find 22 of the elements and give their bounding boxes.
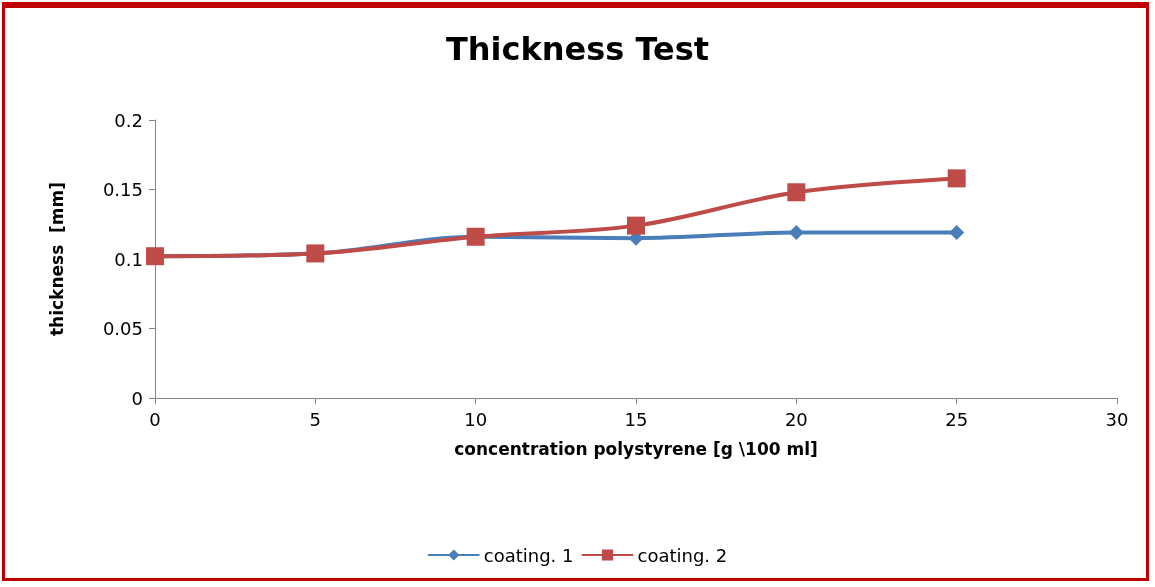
x-axis-title: concentration polystyrene [g \100 ml] [454, 438, 818, 459]
legend-label: coating. 2 [637, 544, 728, 566]
x-tick-label: 20 [784, 408, 808, 430]
x-tick-label: 15 [624, 408, 648, 430]
y-axis-title: thickness [mm] [46, 181, 67, 337]
point [788, 225, 804, 241]
y-tick-label: 0.1 [114, 248, 143, 270]
chart-title: Thickness Test [445, 30, 710, 68]
point [787, 183, 806, 202]
x-tick-label: 10 [464, 408, 488, 430]
x-tick-label: 5 [309, 408, 322, 430]
y-tick-label: 0.2 [114, 109, 143, 131]
y-tick-label: 0.05 [102, 318, 143, 339]
legend-label: coating. 1 [483, 544, 574, 566]
x-tick-label: 0 [149, 408, 161, 430]
point [949, 225, 965, 241]
y-tick-label: 0.15 [102, 179, 143, 200]
x-tick-label: 25 [945, 408, 969, 430]
x-tick-label: 30 [1105, 408, 1129, 430]
point [627, 216, 645, 235]
y-tick-label: 0 [131, 387, 143, 409]
point [947, 169, 966, 188]
